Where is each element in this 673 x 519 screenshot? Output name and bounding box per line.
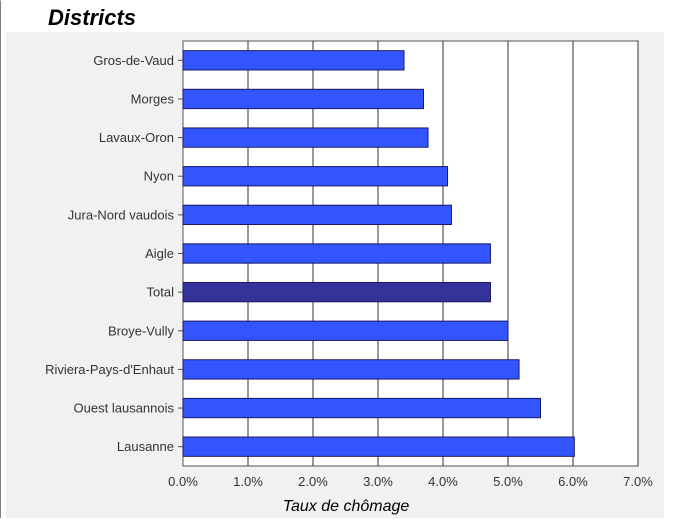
category-label: Riviera-Pays-d'Enhaut: [45, 362, 174, 377]
bar: [182, 50, 405, 71]
x-tick-label: 2.0%: [298, 474, 328, 489]
x-tick-label: 6.0%: [558, 474, 588, 489]
category-label: Lavaux-Oron: [99, 130, 174, 145]
category-label: Jura-Nord vaudois: [68, 207, 175, 222]
bar: [182, 204, 452, 226]
bar: [182, 127, 429, 148]
category-label: Lausanne: [117, 439, 174, 454]
x-tick-label: 0.0%: [168, 474, 198, 489]
bar: [182, 397, 541, 419]
category-label: Total: [147, 285, 175, 300]
bar: [182, 436, 575, 457]
category-label: Aigle: [145, 246, 174, 261]
chart-title: Districts: [48, 5, 137, 30]
bar: [182, 88, 424, 110]
category-label: Broye-Vully: [108, 323, 174, 338]
x-tick-label: 1.0%: [233, 474, 263, 489]
bar: [182, 359, 520, 380]
bar: [182, 320, 509, 341]
category-label: Ouest lausannois: [74, 401, 175, 416]
bar: [182, 166, 449, 187]
x-tick-label: 4.0%: [428, 474, 458, 489]
x-tick-label: 3.0%: [363, 474, 393, 489]
category-label: Gros-de-Vaud: [93, 53, 174, 68]
x-tick-label: 7.0%: [623, 474, 653, 489]
bar: [182, 243, 491, 264]
category-label: Morges: [131, 91, 175, 106]
x-axis-label: Taux de chômage: [282, 498, 410, 515]
bar-total: [182, 281, 491, 303]
x-tick-label: 5.0%: [493, 474, 523, 489]
category-label: Nyon: [144, 169, 174, 184]
